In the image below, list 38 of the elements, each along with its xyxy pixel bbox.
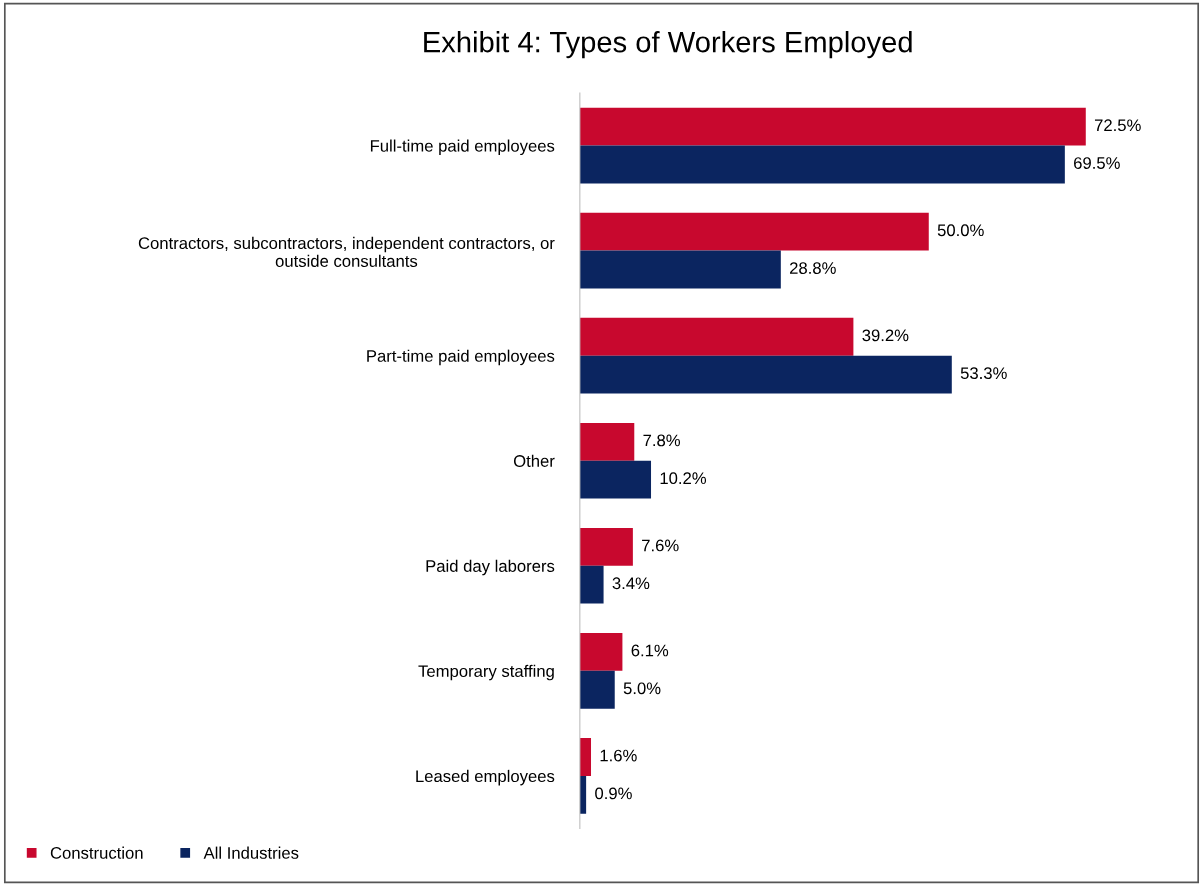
bar bbox=[579, 775, 587, 814]
data-label: 1.6% bbox=[600, 749, 637, 762]
bar bbox=[579, 565, 604, 604]
bar bbox=[579, 355, 952, 394]
data-label: 28.8% bbox=[790, 262, 836, 274]
data-label: 69.5% bbox=[1074, 157, 1120, 169]
data-label: 10.2% bbox=[660, 472, 707, 485]
y-tick-label: Part-time paid employees bbox=[367, 349, 555, 366]
data-label: 0.9% bbox=[595, 787, 632, 800]
bar bbox=[579, 145, 1065, 184]
data-label: 7.8% bbox=[643, 434, 681, 447]
y-tick-label: Other bbox=[513, 454, 555, 467]
bar bbox=[579, 738, 592, 776]
data-label: 6.1% bbox=[631, 644, 669, 657]
bar bbox=[579, 422, 635, 461]
data-label: 3.4% bbox=[612, 577, 650, 590]
data-label: 50.0% bbox=[937, 224, 984, 237]
bar bbox=[579, 317, 854, 356]
data-label: 7.6% bbox=[642, 539, 679, 552]
bar bbox=[579, 670, 615, 709]
y-tick-label: Paid day laborers bbox=[426, 559, 555, 576]
bar bbox=[579, 107, 1086, 146]
y-tick-label: Contractors, subcontractors, independent contractors, or outside consultants bbox=[138, 236, 555, 267]
y-tick-label: Temporary staffing bbox=[418, 664, 554, 681]
chart-title: Exhibit 4: Types of Workers Employed bbox=[424, 31, 912, 59]
bar bbox=[579, 527, 633, 566]
legend-label: Construction bbox=[50, 846, 143, 859]
y-tick-label: Leased employees bbox=[416, 769, 555, 786]
bar bbox=[579, 633, 623, 671]
data-label: 53.3% bbox=[960, 367, 1007, 380]
bar bbox=[579, 460, 652, 499]
data-label: 39.2% bbox=[862, 329, 909, 342]
data-label: 72.5% bbox=[1094, 119, 1141, 132]
data-label: 5.0% bbox=[623, 682, 661, 695]
legend-label: All Industries bbox=[203, 846, 299, 859]
y-tick-label: Full-time paid employees bbox=[370, 139, 555, 156]
bar bbox=[579, 250, 781, 289]
bar bbox=[579, 212, 929, 251]
